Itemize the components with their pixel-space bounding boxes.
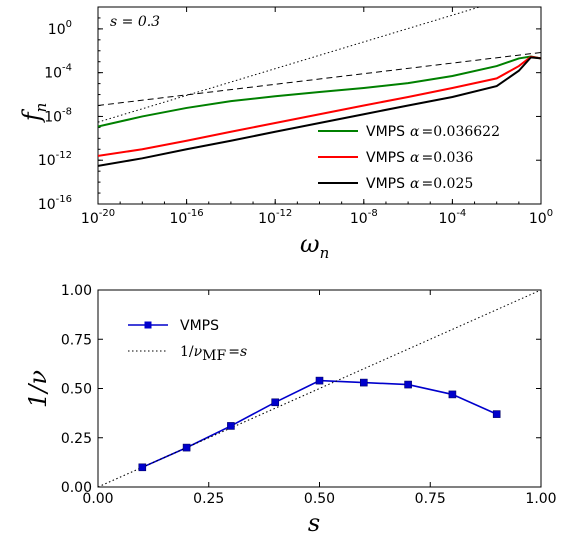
top-y-tick-label: 100 (48, 19, 72, 38)
bottom-x-tick-label: 0.25 (193, 491, 224, 507)
top-x-ticks: 10-20 10-16 10-12 10-8 10-4 100 (81, 7, 553, 227)
top-legend: VMPS α =0.036622 VMPS α =0.036 VMPS α =0.025 (318, 124, 500, 192)
top-y-tick-label: 10-16 (38, 194, 72, 213)
bottom-y-tick-label: 0.50 (61, 382, 92, 398)
bottom-y-tick-label: 0.00 (61, 480, 92, 496)
top-x-tick-label: 10-4 (438, 208, 466, 227)
bottom-legend-label-0: VMPS (180, 318, 219, 334)
bottom-legend-label-1: 1/νMF =s (180, 344, 247, 364)
bottom-data-point (315, 376, 324, 385)
bottom-data-point (182, 443, 191, 452)
bottom-data-point (271, 398, 280, 407)
bottom-y-tick-label: 0.25 (61, 431, 92, 447)
bottom-x-tick-label: 0.00 (82, 491, 113, 507)
bottom-x-tick-label: 0.75 (415, 491, 446, 507)
top-series-line-2 (98, 56, 541, 167)
top-series-line-0 (98, 55, 541, 128)
bottom-data-point (448, 390, 457, 399)
top-x-tick-label: 10-12 (258, 208, 292, 227)
top-x-tick-label: 10-8 (350, 208, 378, 227)
bottom-data-point (227, 422, 235, 430)
bottom-legend-marker-0 (144, 321, 152, 329)
top-annotation: s = 0.3 (110, 14, 160, 30)
top-x-tick-label: 10-20 (81, 208, 115, 227)
top-series-line-3 (98, 51, 541, 106)
bottom-panel: 0.00 0.25 0.50 0.75 1.00 0.00 0.25 0.50 0.75 1.0… (24, 283, 557, 537)
top-plot-frame (97, 6, 542, 205)
top-series-line-4 (98, 7, 482, 123)
bottom-y-tick-label: 1.00 (61, 283, 92, 299)
top-y-tick-label: 10-4 (44, 63, 72, 82)
top-y-axis-label: fn (18, 103, 50, 124)
top-y-ticks: 10-16 10-12 10-8 10-4 100 (38, 6, 541, 213)
top-x-tick-label: 10-16 (170, 208, 204, 227)
bottom-x-axis-label: s (308, 509, 320, 537)
top-x-label-main: ω (300, 230, 320, 258)
bottom-data-point (138, 463, 147, 472)
bottom-series-line-1 (98, 290, 541, 487)
bottom-legend: VMPS 1/νMF =s (128, 318, 247, 364)
top-y-tick-label: 10-12 (38, 150, 72, 169)
top-y-tick-label: 10-8 (44, 106, 72, 125)
bottom-x-ticks: 0.00 0.25 0.50 0.75 1.00 (82, 290, 557, 507)
bottom-data-point (404, 380, 412, 389)
bottom-data-point (359, 378, 368, 387)
bottom-y-tick-label: 0.75 (61, 332, 92, 348)
top-panel: 10-20 10-16 10-12 10-8 10-4 100 10-1610-1210-… (18, 6, 553, 262)
bottom-data-point (492, 410, 501, 418)
top-series (98, 7, 541, 167)
top-legend-label-2: VMPS (366, 176, 405, 192)
top-x-label-sub: n (320, 244, 330, 262)
top-legend-label-0: VMPS (366, 124, 405, 140)
bottom-x-tick-label: 1.00 (525, 491, 556, 507)
top-legend-alpha-0: α =0.036622 (410, 124, 500, 140)
top-y-label-sub: n (32, 103, 50, 113)
bottom-x-tick-label: 0.50 (304, 491, 335, 507)
svg-text:ωn: ωn (300, 230, 329, 262)
bottom-markers (138, 376, 501, 472)
bottom-series (98, 290, 541, 487)
bottom-y-axis-label: 1/ν (24, 370, 52, 408)
top-legend-alpha-2: α =0.025 (410, 176, 473, 192)
top-series-line-1 (98, 55, 541, 157)
top-x-axis-label: ωn (300, 230, 329, 262)
top-legend-label-1: VMPS (366, 150, 405, 166)
top-legend-alpha-1: α =0.036 (410, 150, 473, 166)
svg-text:fn: fn (18, 103, 50, 124)
bottom-series-line-0 (141, 379, 498, 469)
top-x-tick-label: 100 (529, 208, 553, 227)
bottom-y-ticks: 0.00 0.25 0.50 0.75 1.00 (61, 283, 541, 496)
